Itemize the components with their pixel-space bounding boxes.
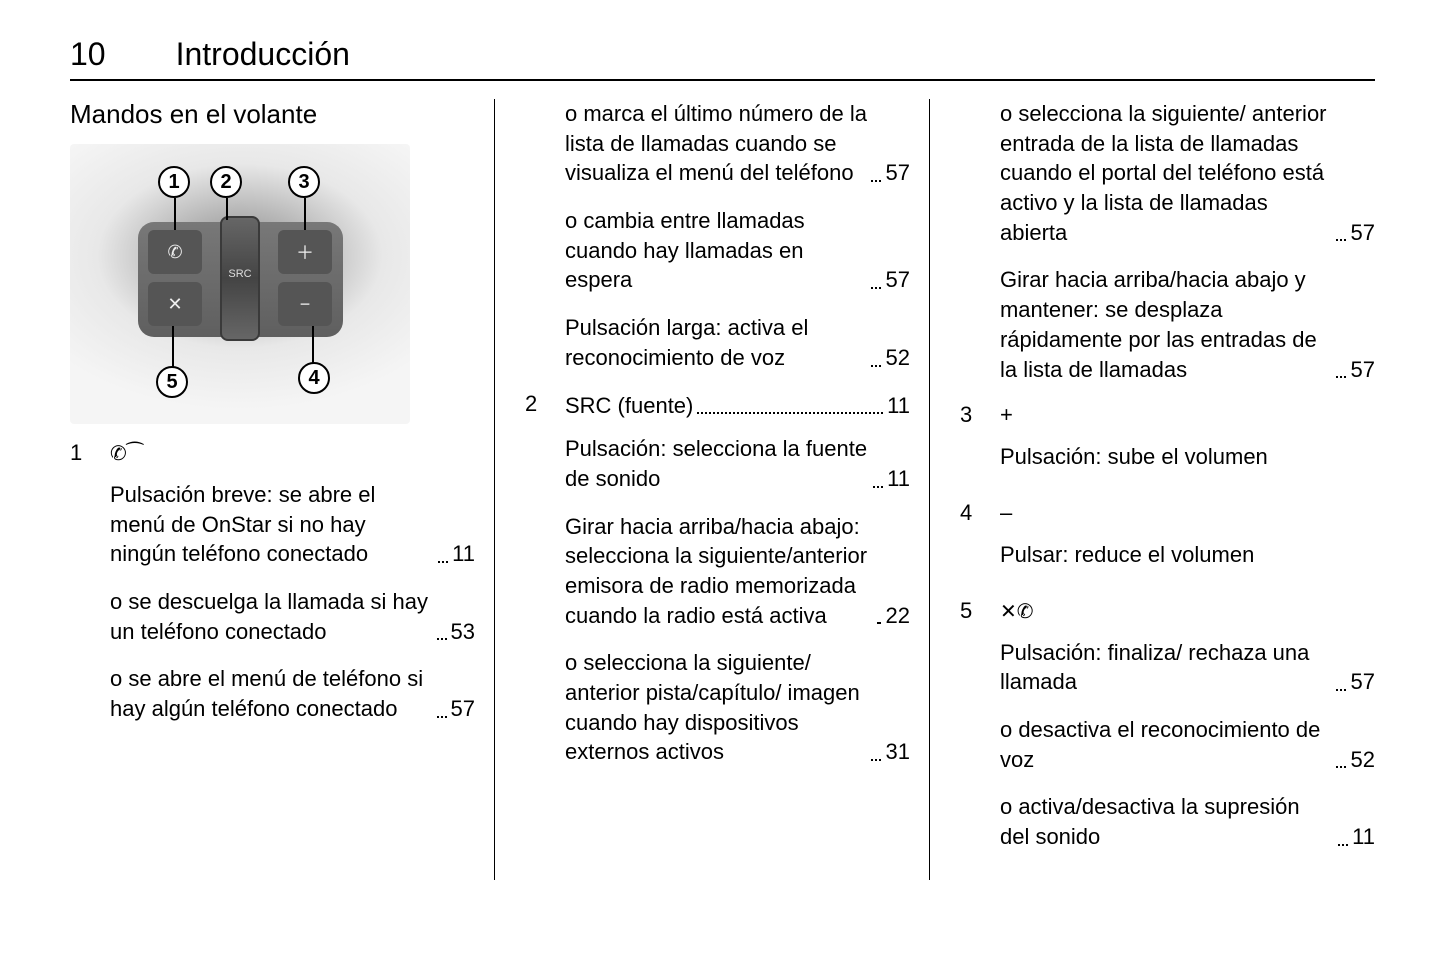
paragraph: Girar hacia arriba/hacia abajo: seleccio… bbox=[565, 512, 910, 631]
paragraph: Girar hacia arriba/hacia abajo y mantene… bbox=[1000, 265, 1375, 384]
item-label-row: SRC (fuente) 11 bbox=[565, 391, 910, 421]
item-number: 5 bbox=[960, 598, 1000, 624]
list-item-2: 2 SRC (fuente) 11 Pulsación: selecciona … bbox=[525, 391, 910, 786]
paragraph: Pulsación: finaliza/ rechaza una llamada… bbox=[1000, 638, 1375, 697]
paragraph: o selecciona la siguiente/ anterior entr… bbox=[1000, 99, 1375, 247]
page-number: 10 bbox=[70, 36, 106, 73]
steering-controls-figure: ✆ ✕ ＋ − SRC 1 2 3 4 5 bbox=[70, 144, 410, 424]
list-item-3: 3 + Pulsación: sube el volumen bbox=[960, 402, 1375, 490]
phone-answer-icon: ✆⁀ bbox=[110, 443, 143, 465]
phone-hangup-icon: ✕✆ bbox=[1000, 601, 1034, 623]
item-number: 1 bbox=[70, 440, 110, 466]
paragraph: Pulsación breve: se abre el menú de OnSt… bbox=[110, 480, 475, 569]
callout-2: 2 bbox=[210, 166, 242, 198]
list-item-4: 4 – Pulsar: reduce el volumen bbox=[960, 500, 1375, 588]
page-ref: 52 bbox=[1350, 745, 1374, 775]
paragraph: Pulsación: selecciona la fuente de sonid… bbox=[565, 434, 910, 493]
page-ref: 57 bbox=[1350, 355, 1374, 385]
paragraph: o desactiva el reconocimiento de voz 52 bbox=[1000, 715, 1375, 774]
page-header: 10 Introducción bbox=[70, 36, 1375, 81]
list-item-5: 5 ✕✆ Pulsación: finaliza/ rechaza una ll… bbox=[960, 598, 1375, 870]
paragraph: Pulsación larga: activa el reconocimient… bbox=[565, 313, 910, 372]
section-title: Mandos en el volante bbox=[70, 99, 475, 130]
paragraph: o activa/desactiva la supresión del soni… bbox=[1000, 792, 1375, 851]
paragraph: o marca el último número de la lista de … bbox=[565, 99, 910, 188]
src-wheel: SRC bbox=[220, 216, 260, 341]
item-number: 2 bbox=[525, 391, 565, 417]
paragraph: o se descuelga la llamada si hay un telé… bbox=[110, 587, 475, 646]
page-ref: 52 bbox=[885, 343, 909, 373]
item-number: 3 bbox=[960, 402, 1000, 428]
column-1: Mandos en el volante ✆ ✕ ＋ − SRC 1 2 3 4… bbox=[70, 99, 505, 880]
paragraph: Pulsación: sube el volumen bbox=[1000, 442, 1375, 472]
item-number: 4 bbox=[960, 500, 1000, 526]
page-ref: 57 bbox=[1350, 218, 1374, 248]
page-ref: 57 bbox=[885, 158, 909, 188]
paragraph: o se abre el menú de teléfono si hay alg… bbox=[110, 664, 475, 723]
paragraph: Pulsar: reduce el volumen bbox=[1000, 540, 1375, 570]
page-ref: 31 bbox=[885, 737, 909, 767]
item-label: – bbox=[1000, 500, 1375, 526]
callout-1: 1 bbox=[158, 166, 190, 198]
paragraph: o selecciona la siguiente/ anterior pist… bbox=[565, 648, 910, 767]
paragraph: o cambia entre llamadas cuando hay llama… bbox=[565, 206, 910, 295]
page-ref: 57 bbox=[885, 265, 909, 295]
page-ref: 11 bbox=[1352, 822, 1375, 852]
page-ref: 22 bbox=[885, 601, 909, 631]
callout-4: 4 bbox=[298, 362, 330, 394]
chapter-title: Introducción bbox=[176, 36, 350, 73]
page-ref: 57 bbox=[1350, 667, 1374, 697]
page-ref: 11 bbox=[887, 464, 910, 494]
column-3: o selecciona la siguiente/ anterior entr… bbox=[940, 99, 1375, 880]
page-ref: 11 bbox=[452, 539, 475, 569]
callout-3: 3 bbox=[288, 166, 320, 198]
page-ref: 57 bbox=[451, 694, 475, 724]
page-ref: 53 bbox=[451, 617, 475, 647]
page-ref: 11 bbox=[887, 391, 910, 421]
list-item-1: 1 ✆⁀ Pulsación breve: se abre el menú de… bbox=[70, 440, 475, 742]
page-content: Mandos en el volante ✆ ✕ ＋ − SRC 1 2 3 4… bbox=[70, 99, 1375, 880]
column-2: o marca el último número de la lista de … bbox=[505, 99, 940, 880]
item-label: + bbox=[1000, 402, 1375, 428]
callout-5: 5 bbox=[156, 366, 188, 398]
